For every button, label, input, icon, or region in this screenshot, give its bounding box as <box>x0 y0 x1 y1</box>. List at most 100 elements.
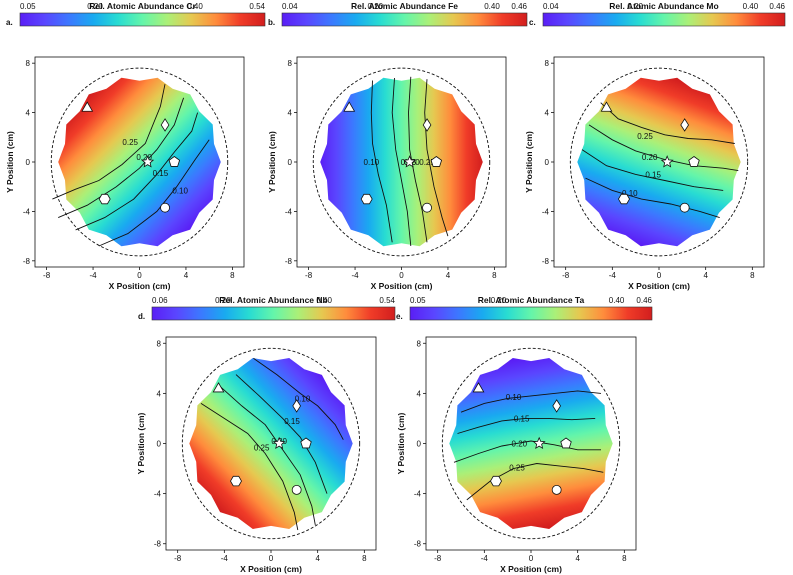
colorbar-tick-label: 0.20 <box>87 2 103 11</box>
colorbar-tick-label: 0.20 <box>627 2 643 11</box>
colorbar-tick-label: 0.04 <box>543 2 559 11</box>
x-tick-label: -4 <box>221 554 229 563</box>
x-axis-label: X Position (cm) <box>371 281 433 291</box>
marker-hexagon <box>230 475 242 487</box>
colorbar-tick-label: 0.40 <box>187 2 203 11</box>
y-axis-label: Y Position (cm) <box>5 131 15 193</box>
heatmap-region <box>58 77 221 247</box>
y-tick-label: -4 <box>154 490 162 499</box>
x-tick-label: 8 <box>492 271 497 280</box>
marker-diamond <box>422 118 432 132</box>
colorbar-tick-label: 0.46 <box>769 2 785 11</box>
marker-pentagon <box>300 437 312 449</box>
contour-line <box>460 390 602 413</box>
marker-circle <box>422 202 432 213</box>
y-tick-label: 0 <box>417 440 422 449</box>
x-tick-label: 0 <box>529 554 534 563</box>
x-axis-label: X Position (cm) <box>500 564 562 574</box>
contour-label: 0.15 <box>153 169 169 178</box>
x-tick-label: -8 <box>434 554 442 563</box>
x-axis-label: X Position (cm) <box>109 281 171 291</box>
colorbar-title: Rel. Atomic Abundance Cr <box>89 1 196 11</box>
marker-triangle <box>81 101 94 112</box>
x-tick-label: 0 <box>657 271 662 280</box>
x-tick-label: -4 <box>481 554 489 563</box>
colorbar-tick-label: 0.40 <box>609 296 625 305</box>
marker-triangle <box>600 101 613 112</box>
x-tick-label: -8 <box>562 271 570 280</box>
marker-circle <box>160 202 170 213</box>
marker-hexagon <box>618 193 630 205</box>
y-tick-label: 8 <box>417 339 422 348</box>
heatmap-region <box>189 358 353 529</box>
panel-label: b. <box>268 18 275 27</box>
contour-label: 0.25 <box>122 138 138 147</box>
contour-line <box>52 84 166 200</box>
marker-hexagon <box>490 475 502 487</box>
x-tick-label: 0 <box>137 271 142 280</box>
contour-label: 0.10 <box>622 189 638 198</box>
marker-diamond <box>552 399 561 413</box>
x-tick-label: 0 <box>269 554 274 563</box>
x-tick-label: -8 <box>43 271 51 280</box>
marker-star <box>141 155 155 168</box>
contour-label: 0.15 <box>514 414 530 423</box>
marker-circle <box>291 484 302 495</box>
colorbar-tick-label: 0.46 <box>511 2 527 11</box>
y-axis-label: Y Position (cm) <box>524 131 534 193</box>
y-axis-label: Y Position (cm) <box>396 412 406 474</box>
marker-star <box>660 155 674 168</box>
y-tick-label: -8 <box>23 257 31 266</box>
y-tick-label: 0 <box>545 158 550 167</box>
contour-label: 0.25 <box>419 158 435 167</box>
contour-label: 0.10 <box>172 186 188 195</box>
marker-diamond <box>292 399 301 413</box>
y-tick-label: 4 <box>545 109 550 118</box>
colorbar-tick-label: 0.46 <box>636 296 652 305</box>
contour-line <box>585 177 720 219</box>
marker-pentagon <box>688 156 700 167</box>
colorbar-title: Rel. Atomic Abundance Nb <box>219 295 327 305</box>
contour-label: 0.15 <box>645 170 661 179</box>
colorbar <box>151 306 396 321</box>
wafer-outline <box>50 67 229 257</box>
y-tick-label: -4 <box>542 207 550 216</box>
colorbar <box>281 12 528 27</box>
y-tick-label: 4 <box>157 389 162 398</box>
chart-panel: Rel. Atomic Abundance Mo 0.04 0.20 0.40 0.46… <box>524 1 786 291</box>
x-tick-label: 8 <box>750 271 755 280</box>
marker-star <box>403 155 417 168</box>
panel-label: c. <box>529 18 536 27</box>
y-tick-label: -8 <box>285 257 293 266</box>
colorbar-tick-label: 0.05 <box>410 296 426 305</box>
contour-line <box>588 124 739 172</box>
colorbar-title: Rel. Atomic Abundance Ta <box>478 295 585 305</box>
y-tick-label: -8 <box>414 540 422 549</box>
colorbar-tick-label: 0.06 <box>152 296 168 305</box>
chart-panel: Rel. Atomic Abundance Fe 0.04 0.20 0.40 0.46… <box>267 1 528 291</box>
x-tick-label: -4 <box>609 271 617 280</box>
contour-line <box>424 79 449 237</box>
y-tick-label: 4 <box>26 109 31 118</box>
y-tick-label: 4 <box>288 109 293 118</box>
x-tick-label: -4 <box>89 271 97 280</box>
y-tick-label: 0 <box>26 158 31 167</box>
marker-circle <box>551 484 562 495</box>
contour-line <box>453 440 601 463</box>
y-tick-label: -4 <box>23 207 31 216</box>
contour-label: 0.25 <box>637 132 653 141</box>
x-tick-label: 4 <box>315 554 320 563</box>
marker-pentagon <box>560 437 572 449</box>
contour-line <box>391 77 412 247</box>
colorbar <box>19 12 266 27</box>
contour-line <box>370 80 393 243</box>
marker-triangle <box>212 382 225 393</box>
contour-label: 0.25 <box>254 443 270 452</box>
marker-triangle <box>343 101 356 112</box>
colorbar-title: Rel. Atomic Abundance Mo <box>609 1 718 11</box>
colorbar-tick-label: 0.54 <box>379 296 395 305</box>
panel-label: d. <box>138 312 145 321</box>
colorbar-tick-label: 0.40 <box>743 2 759 11</box>
marker-hexagon <box>360 193 373 205</box>
chart-panel: Rel. Atomic Abundance Ta 0.05 0.20 0.40 0.46… <box>396 295 653 574</box>
